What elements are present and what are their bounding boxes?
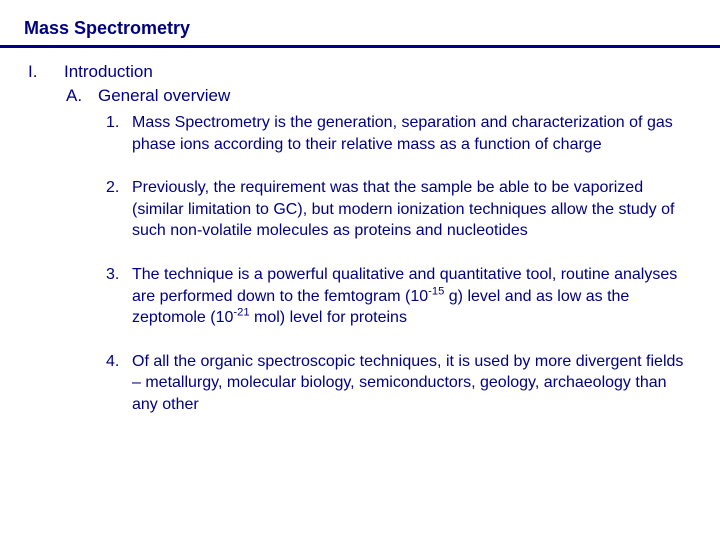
- item-marker: 3.: [106, 264, 132, 329]
- item-marker: 2.: [106, 177, 132, 242]
- slide-title: Mass Spectrometry: [24, 18, 696, 39]
- item-text: Of all the organic spectroscopic techniq…: [132, 351, 696, 416]
- level-1-label: Introduction: [64, 62, 153, 82]
- outline-item-3: 3. The technique is a powerful qualitati…: [106, 264, 696, 329]
- outline-container: I. Introduction A. General overview 1. M…: [24, 62, 696, 416]
- item-text: Mass Spectrometry is the generation, sep…: [132, 112, 696, 155]
- outline-item-1: 1. Mass Spectrometry is the generation, …: [106, 112, 696, 155]
- slide-container: Mass Spectrometry I. Introduction A. Gen…: [0, 0, 720, 456]
- level-2-marker: A.: [66, 86, 98, 106]
- outline-level-1: I. Introduction: [24, 62, 696, 82]
- outline-item-4: 4. Of all the organic spectroscopic tech…: [106, 351, 696, 416]
- item-marker: 4.: [106, 351, 132, 416]
- level-1-marker: I.: [24, 62, 64, 82]
- title-divider: [0, 45, 720, 48]
- outline-item-2: 2. Previously, the requirement was that …: [106, 177, 696, 242]
- item-text: The technique is a powerful qualitative …: [132, 264, 696, 329]
- outline-level-3-list: 1. Mass Spectrometry is the generation, …: [106, 112, 696, 416]
- item-text: Previously, the requirement was that the…: [132, 177, 696, 242]
- level-2-label: General overview: [98, 86, 230, 106]
- outline-level-2: A. General overview: [66, 86, 696, 106]
- item-marker: 1.: [106, 112, 132, 155]
